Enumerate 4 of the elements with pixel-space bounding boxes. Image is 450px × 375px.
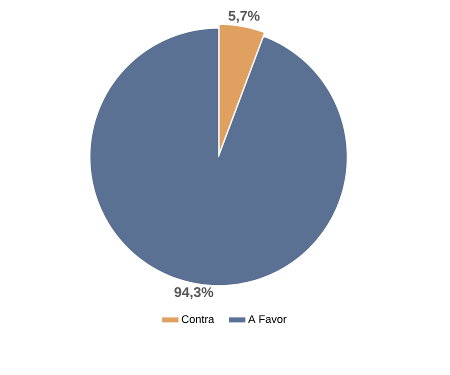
legend-label: A Favor: [248, 315, 286, 324]
data-label: 94,3%: [174, 287, 214, 300]
data-label: 5,7%: [228, 10, 260, 23]
legend-label: Contra: [182, 315, 214, 324]
